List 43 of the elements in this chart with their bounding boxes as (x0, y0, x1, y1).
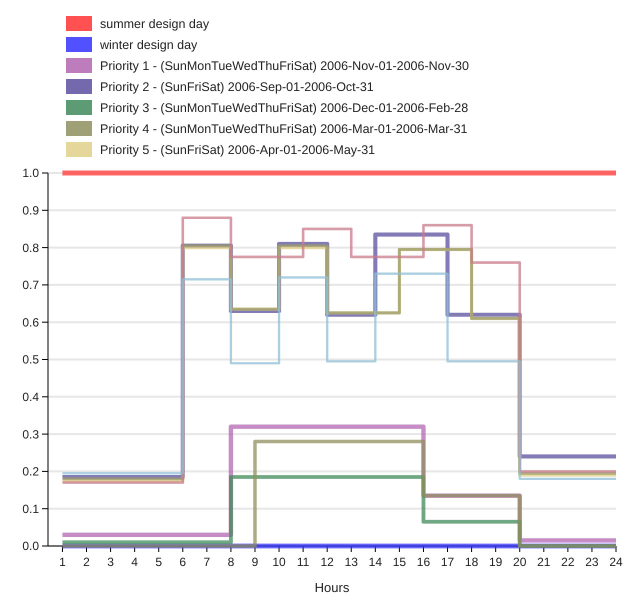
x-tick-label: 9 (252, 555, 259, 569)
y-tick-label: 0.4 (22, 390, 40, 404)
y-tick-label: 0.0 (22, 539, 40, 554)
x-tick-label: 6 (179, 555, 186, 569)
x-tick-label: 12 (320, 555, 334, 569)
x-tick-label: 24 (609, 555, 623, 569)
x-tick-label: 16 (416, 555, 430, 569)
x-tick-label: 7 (204, 555, 211, 569)
legend-label: summer design day (100, 16, 210, 31)
legend-label: Priority 5 - (SunFriSat) 2006-Apr-01-2006-May-31 (100, 142, 376, 157)
x-tick-label: 21 (537, 555, 551, 569)
x-tick-label: 22 (561, 555, 575, 569)
x-tick-label: 23 (585, 555, 599, 569)
x-tick-label: 15 (392, 555, 406, 569)
legend-label: Priority 4 - (SunMonTueWedThuFriSat) 2006-Mar-01-2006-Mar-31 (100, 122, 468, 136)
y-tick-label: 0.6 (22, 315, 40, 330)
y-tick-label: 0.9 (22, 204, 40, 218)
legend-label: Priority 3 - (SunMonTueWedThuFriSat) 2006-Dec-01-2006-Feb-28 (100, 100, 468, 115)
y-tick-label: 0.8 (22, 240, 40, 255)
x-tick-label: 3 (107, 555, 114, 569)
x-tick-label: 19 (488, 555, 503, 569)
x-axis-title: Hours (314, 580, 350, 595)
x-tick-label: 1 (59, 555, 66, 569)
legend-label: Priority 2 - (SunFriSat) 2006-Sep-01-2006-Oct-31 (100, 80, 374, 94)
x-tick-label: 5 (155, 555, 162, 569)
x-tick-label: 20 (513, 555, 527, 569)
y-tick-label: 0.5 (22, 352, 40, 367)
x-tick-label: 18 (464, 555, 479, 569)
y-tick-label: 0.7 (22, 278, 40, 292)
y-tick-label: 1.0 (22, 166, 40, 180)
legend-label: Priority 1 - (SunMonTueWedThuFriSat) 2006-Nov-01-2006-Nov-30 (100, 58, 469, 73)
x-tick-label: 14 (368, 555, 382, 569)
y-tick-label: 0.1 (22, 502, 40, 516)
y-tick-label: 0.3 (22, 427, 40, 442)
x-tick-label: 4 (131, 555, 138, 569)
legend-label: winter design day (99, 38, 198, 52)
x-tick-label: 2 (83, 555, 90, 569)
x-tick-label: 11 (296, 555, 310, 569)
y-tick-label: 0.2 (22, 464, 40, 479)
x-tick-label: 8 (228, 555, 235, 569)
x-tick-label: 10 (272, 555, 286, 569)
x-tick-label: 17 (440, 555, 455, 569)
x-tick-label: 13 (344, 555, 358, 569)
